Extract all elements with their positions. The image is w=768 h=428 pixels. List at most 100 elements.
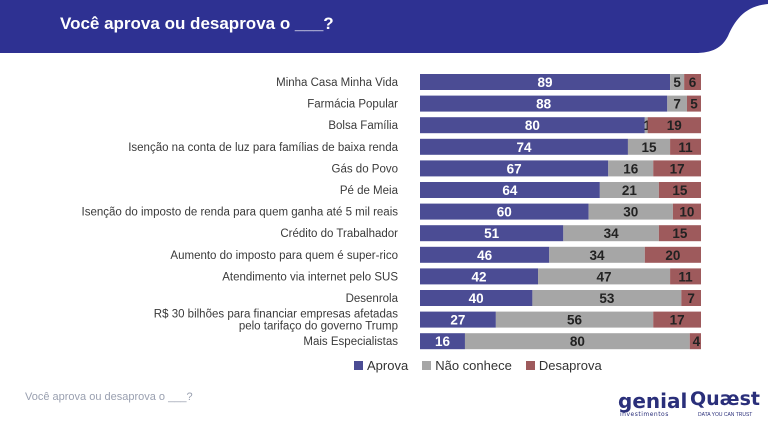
data-label-desaprova: 17 xyxy=(670,313,685,328)
data-label-nao-conhece: 5 xyxy=(673,75,681,90)
bar-segment-nao-conhece xyxy=(563,225,659,242)
bar-segment-aprova xyxy=(420,290,533,306)
data-label-nao-conhece: 56 xyxy=(567,313,583,328)
category-label: Isenção do imposto de renda para quem ga… xyxy=(82,207,399,219)
bar-segment-nao-conhece xyxy=(599,182,659,198)
bar-segment-nao-conhece xyxy=(549,246,645,263)
bar-segment-nao-conhece xyxy=(627,138,671,155)
bar-segment-aprova xyxy=(420,182,600,198)
legend-label-nao-conhece: Não conhece xyxy=(435,358,512,373)
bar-segment-aprova xyxy=(420,160,609,177)
bar-segment-nao-conhece xyxy=(588,203,673,220)
category-label: Gás do Povo xyxy=(332,163,398,175)
data-label-desaprova: 6 xyxy=(689,75,697,90)
header-background xyxy=(0,0,768,53)
data-label-nao-conhece: 80 xyxy=(570,334,585,349)
data-label-nao-conhece: 34 xyxy=(590,248,606,263)
data-label-nao-conhece: 21 xyxy=(622,183,638,198)
bar-segment-nao-conhece xyxy=(538,268,671,285)
category-label: Isenção na conta de luz para famílias de… xyxy=(128,142,398,154)
bar-segment-aprova xyxy=(420,74,671,90)
data-label-aprova: 60 xyxy=(497,205,512,220)
data-label-desaprova: 5 xyxy=(690,97,698,112)
quaest-logo: Quæst DATA YOU CAN TRUST xyxy=(690,388,760,418)
category-label: Pé de Meia xyxy=(340,185,399,197)
data-label-desaprova: 10 xyxy=(679,205,694,220)
bar-segment-desaprova xyxy=(644,246,701,263)
bar-segment-desaprova xyxy=(670,138,701,155)
bar-segment-aprova xyxy=(420,117,645,134)
data-label-nao-conhece: 16 xyxy=(623,161,639,176)
bar-segment-desaprova xyxy=(686,95,701,112)
data-label-aprova: 67 xyxy=(507,161,522,176)
bar-segment-aprova xyxy=(420,138,628,155)
legend-label-aprova: Aprova xyxy=(367,358,409,373)
data-label-aprova: 46 xyxy=(477,248,493,263)
bar-segment-desaprova xyxy=(670,268,701,285)
quaest-logo-word: Quæst xyxy=(690,388,760,410)
category-label: Minha Casa Minha Vida xyxy=(276,77,398,89)
category-label: Atendimento via internet pelo SUS xyxy=(222,271,398,283)
data-label-desaprova: 11 xyxy=(678,269,693,284)
genial-logo-subtitle: investimentos xyxy=(620,411,669,418)
chart-legend: Aprova Não conhece Desaprova xyxy=(354,358,602,373)
bar-segment-aprova xyxy=(420,311,496,328)
category-label: R$ 30 bilhões para financiar empresas af… xyxy=(154,309,398,333)
bar-segment-desaprova xyxy=(658,182,701,198)
legend-item-desaprova: Desaprova xyxy=(525,358,602,373)
data-label-aprova: 80 xyxy=(525,118,540,133)
data-label-aprova: 51 xyxy=(484,226,500,241)
data-label-desaprova: 15 xyxy=(672,183,688,198)
data-label-aprova: 74 xyxy=(516,140,532,155)
bar-segment-aprova xyxy=(420,203,589,220)
data-label-nao-conhece: 34 xyxy=(604,226,620,241)
legend-swatch-aprova xyxy=(354,361,363,370)
bar-segment-desaprova xyxy=(653,160,701,177)
bar-segment-nao-conhece xyxy=(644,117,648,134)
data-label-aprova: 88 xyxy=(536,97,552,112)
data-label-aprova: 89 xyxy=(538,75,553,90)
bar-segment-desaprova xyxy=(658,225,701,242)
data-label-desaprova: 4 xyxy=(693,334,701,349)
bar-segment-aprova xyxy=(420,225,564,242)
legend-label-desaprova: Desaprova xyxy=(538,358,602,373)
legend-item-aprova: Aprova xyxy=(354,358,408,373)
bar-segment-desaprova xyxy=(653,311,701,328)
bar-segment-desaprova xyxy=(672,203,701,220)
category-label: Farmácia Popular xyxy=(307,99,398,111)
bar-segment-desaprova xyxy=(647,117,701,134)
data-label-nao-conhece: 7 xyxy=(673,97,681,112)
data-label-aprova: 16 xyxy=(435,334,451,349)
bar-segment-nao-conhece xyxy=(608,160,654,177)
category-label: Desenrola xyxy=(346,293,399,305)
bar-segment-aprova xyxy=(420,95,668,112)
footer-question: Você aprova ou desaprova o ___? xyxy=(25,391,193,403)
category-label: Aumento do imposto para quem é super-ric… xyxy=(170,250,398,262)
genial-logo: genial investimentos xyxy=(618,389,688,418)
bar-segment-aprova xyxy=(420,246,550,263)
bar-segment-nao-conhece xyxy=(495,311,654,328)
bar-segment-aprova xyxy=(420,268,539,285)
legend-swatch-desaprova xyxy=(525,361,535,370)
data-label-desaprova: 20 xyxy=(665,248,680,263)
bar-segment-desaprova xyxy=(684,74,701,90)
quaest-logo-tagline: DATA YOU CAN TRUST xyxy=(698,412,753,418)
data-label-desaprova: 17 xyxy=(670,161,685,176)
bar-segment-aprova xyxy=(420,333,465,350)
genial-logo-word: genial xyxy=(618,389,688,413)
bar-segment-nao-conhece xyxy=(464,333,690,350)
data-label-desaprova: 19 xyxy=(667,118,682,133)
bar-segment-nao-conhece xyxy=(670,74,685,90)
bar-segment-nao-conhece xyxy=(667,95,687,112)
category-label: Bolsa Família xyxy=(328,120,398,132)
bar-segment-nao-conhece xyxy=(532,290,682,306)
data-label-aprova: 27 xyxy=(450,313,465,328)
page-title: Você aprova ou desaprova o ___? xyxy=(60,14,334,33)
data-label-nao-conhece: 47 xyxy=(597,269,612,284)
data-label-nao-conhece: 53 xyxy=(599,291,615,306)
data-label-aprova: 40 xyxy=(469,291,484,306)
data-label-desaprova: 15 xyxy=(672,226,688,241)
data-label-desaprova: 11 xyxy=(678,140,693,155)
data-label-desaprova: 7 xyxy=(687,291,695,306)
